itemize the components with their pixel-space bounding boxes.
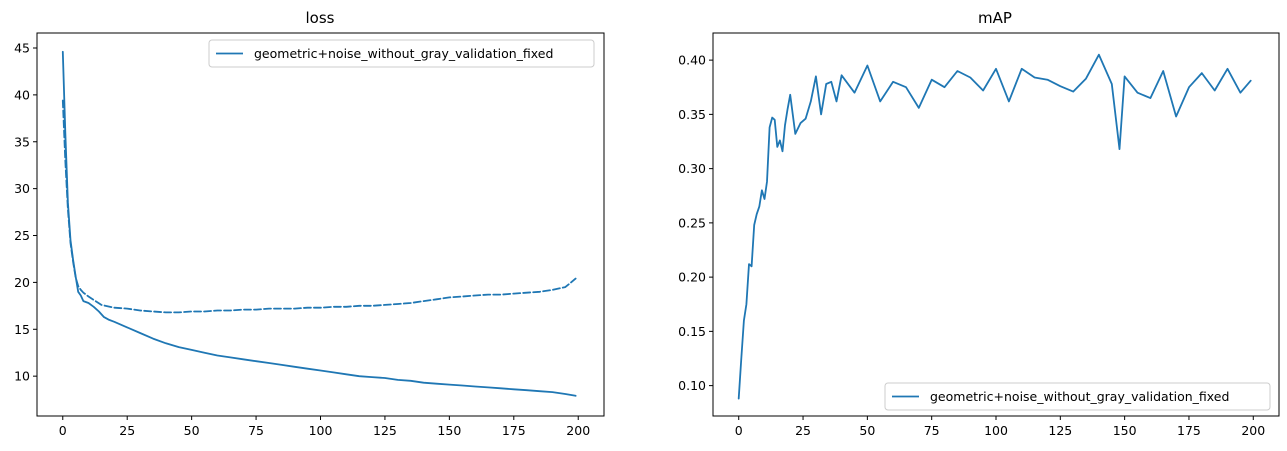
x-tick-label: 75 bbox=[248, 423, 264, 438]
y-tick-label: 10 bbox=[14, 369, 30, 384]
y-tick-label: 0.25 bbox=[678, 215, 706, 230]
x-tick-label: 200 bbox=[1241, 423, 1265, 438]
y-tick-label: 40 bbox=[14, 87, 30, 102]
legend-label: geometric+noise_without_gray_validation_… bbox=[930, 389, 1229, 404]
legend-box bbox=[884, 382, 1271, 411]
x-tick-label: 25 bbox=[119, 423, 135, 438]
chart-map: mAP 0 25 50 75 100 125 150 175 200 0.10 0.15 0.20 0.… bbox=[678, 9, 1280, 438]
x-tick-label: 50 bbox=[859, 423, 875, 438]
y-tick-label: 20 bbox=[14, 275, 30, 290]
chart-loss: loss 0 25 50 75 100 125 150 175 200 10 15 20 25 30 35 4… bbox=[14, 9, 605, 438]
y-tick-label: 0.30 bbox=[678, 161, 706, 176]
y-tick-label: 0.20 bbox=[678, 270, 706, 285]
legend-label: geometric+noise_without_gray_validation_… bbox=[254, 46, 553, 61]
legend-map: geometric+noise_without_gray_validation_… bbox=[884, 382, 1271, 411]
plot-area-loss bbox=[61, 50, 577, 397]
series-line-dashed bbox=[61, 99, 577, 314]
x-tick-label: 175 bbox=[1177, 423, 1201, 438]
x-tick-label: 125 bbox=[1048, 423, 1072, 438]
x-tick-label: 0 bbox=[59, 423, 67, 438]
axes-frame bbox=[36, 32, 605, 417]
y-tick-label: 35 bbox=[14, 134, 30, 149]
legend-loss: geometric+noise_without_gray_validation_… bbox=[208, 39, 595, 68]
x-tick-label: 75 bbox=[924, 423, 940, 438]
plot-area-map bbox=[737, 53, 1252, 400]
y-tick-label: 25 bbox=[14, 228, 30, 243]
y-tick-label: 45 bbox=[14, 41, 30, 56]
y-tick-label: 0.10 bbox=[678, 378, 706, 393]
y-tick-label: 30 bbox=[14, 181, 30, 196]
x-tick-label: 125 bbox=[373, 423, 397, 438]
y-tick-label: 0.15 bbox=[678, 324, 706, 339]
x-tick-label: 200 bbox=[566, 423, 590, 438]
series-line-solid bbox=[737, 53, 1252, 400]
axes-loss: 0 25 50 75 100 125 150 175 200 10 15 20 25 30 35 40 45 bbox=[14, 32, 605, 438]
y-tick-label: 0.40 bbox=[678, 53, 706, 68]
x-tick-label: 25 bbox=[795, 423, 811, 438]
x-tick-label: 100 bbox=[984, 423, 1008, 438]
y-tick-label: 15 bbox=[14, 322, 30, 337]
y-tick-label: 0.35 bbox=[678, 107, 706, 122]
x-tick-label: 50 bbox=[184, 423, 200, 438]
x-tick-label: 100 bbox=[309, 423, 333, 438]
x-tick-label: 0 bbox=[735, 423, 743, 438]
x-tick-label: 150 bbox=[437, 423, 461, 438]
legend-box bbox=[208, 39, 595, 68]
chart-title-loss: loss bbox=[306, 9, 335, 27]
x-tick-label: 175 bbox=[502, 423, 526, 438]
axes-frame bbox=[712, 32, 1280, 417]
x-tick-label: 150 bbox=[1113, 423, 1137, 438]
series-line-solid bbox=[61, 50, 577, 397]
chart-title-map: mAP bbox=[978, 9, 1012, 27]
axes-map: 0 25 50 75 100 125 150 175 200 0.10 0.15 0.20 0.25 0.… bbox=[678, 32, 1280, 438]
